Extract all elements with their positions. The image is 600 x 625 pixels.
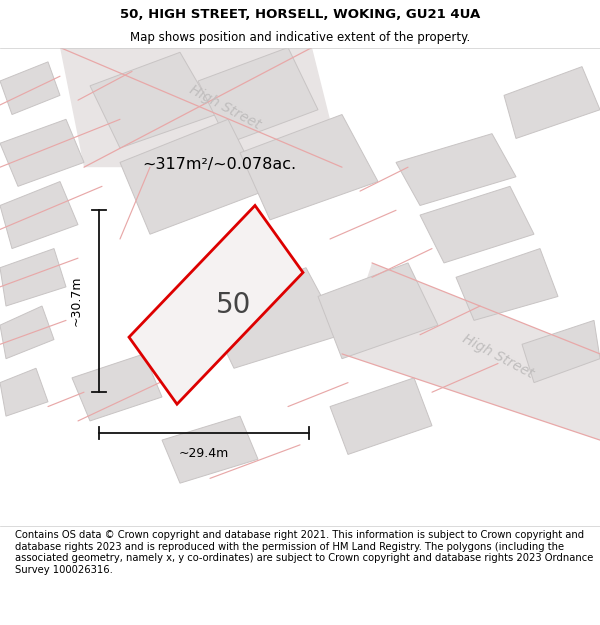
Polygon shape <box>0 62 60 114</box>
Text: ~30.7m: ~30.7m <box>70 276 83 326</box>
Polygon shape <box>240 114 378 220</box>
Polygon shape <box>504 67 600 139</box>
Polygon shape <box>342 263 600 440</box>
Text: ~317m²/~0.078ac.: ~317m²/~0.078ac. <box>142 158 296 172</box>
Text: High Street: High Street <box>187 82 263 132</box>
Polygon shape <box>0 119 84 186</box>
Polygon shape <box>198 48 318 143</box>
Polygon shape <box>0 368 48 416</box>
Polygon shape <box>0 249 66 306</box>
Polygon shape <box>162 416 258 483</box>
Polygon shape <box>318 263 438 359</box>
Polygon shape <box>60 48 342 167</box>
Polygon shape <box>120 119 264 234</box>
Text: High Street: High Street <box>460 332 536 381</box>
Polygon shape <box>0 306 54 359</box>
Polygon shape <box>456 249 558 321</box>
Text: Map shows position and indicative extent of the property.: Map shows position and indicative extent… <box>130 31 470 44</box>
Polygon shape <box>90 52 216 148</box>
Polygon shape <box>420 186 534 263</box>
Polygon shape <box>204 268 342 368</box>
Polygon shape <box>396 134 516 206</box>
Text: ~29.4m: ~29.4m <box>179 446 229 459</box>
Polygon shape <box>72 354 162 421</box>
Text: 50: 50 <box>217 291 251 319</box>
Text: Contains OS data © Crown copyright and database right 2021. This information is : Contains OS data © Crown copyright and d… <box>15 530 593 575</box>
Polygon shape <box>0 181 78 249</box>
Polygon shape <box>129 206 303 404</box>
Polygon shape <box>330 378 432 454</box>
Text: 50, HIGH STREET, HORSELL, WOKING, GU21 4UA: 50, HIGH STREET, HORSELL, WOKING, GU21 4… <box>120 8 480 21</box>
Polygon shape <box>522 321 600 382</box>
